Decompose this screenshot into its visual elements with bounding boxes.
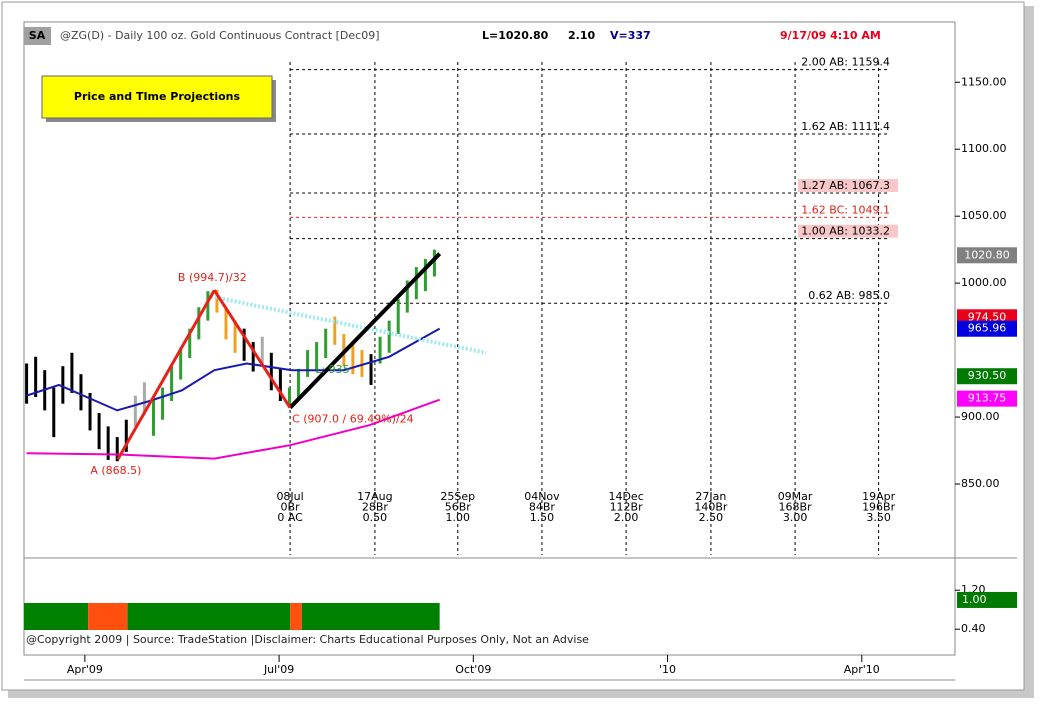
time-projection-label: 196Br: [862, 501, 896, 514]
price-projection-label: 0.62 AB: 985.0: [808, 289, 890, 302]
chart-title: @ZG(D) - Daily 100 oz. Gold Continuous C…: [60, 29, 380, 42]
projection-highlight: [798, 179, 898, 193]
symbol: SA: [29, 29, 46, 42]
indicator-tag-label: 1.00: [962, 593, 987, 606]
indicator-segment: [88, 603, 128, 630]
time-projection-label: 27Jan: [695, 490, 726, 503]
time-projection-label: 09Mar: [778, 490, 813, 503]
price-projection-label: 1.62 BC: 1049.1: [801, 203, 890, 216]
pattern-label: A (868.5): [90, 464, 141, 477]
y-tick-label: 850.00: [961, 477, 1000, 490]
channel-line: [210, 294, 487, 355]
indicator-segment: [290, 603, 302, 630]
time-projection-label: 3.50: [866, 511, 891, 524]
change: 2.10: [568, 29, 595, 42]
y-tick-label: 1100.00: [961, 142, 1007, 155]
trend-line: [288, 252, 442, 410]
time-projection-label: 08Jul: [276, 490, 303, 503]
moving-average: [26, 398, 440, 460]
y-tick-label: 1000.00: [961, 276, 1007, 289]
time-projection-label: 0Br: [281, 501, 301, 514]
y-tick-label: 1150.00: [961, 75, 1007, 88]
symbol-box: [24, 27, 51, 45]
plot-frame: [23, 21, 956, 656]
time-projection-label: 168Br: [779, 501, 813, 514]
price-tag: [957, 368, 1017, 385]
indicator-segment: [127, 603, 291, 630]
x-tick-label: Apr'09: [67, 663, 103, 676]
annotation-box: [41, 75, 273, 119]
price-tag: [957, 390, 1017, 407]
price-tag-label: 913.75: [968, 392, 1007, 405]
price-tag-label: 974.50: [968, 310, 1007, 323]
time-projection-label: 56Br: [445, 501, 472, 514]
time-projection-label: 2.50: [699, 511, 724, 524]
time-projection-label: 3.00: [783, 511, 808, 524]
x-tick-label: Oct'09: [455, 663, 491, 676]
time-projection-label: 1.00: [446, 511, 471, 524]
time-projection-label: 25Sep: [440, 490, 475, 503]
price-tag: [957, 247, 1017, 264]
y-tick-label: 1050.00: [961, 209, 1007, 222]
volume: V=337: [610, 29, 651, 42]
low-marker-label: L: 935: [315, 363, 349, 376]
indicator-tag: [957, 591, 1017, 608]
pattern-label: C (907.0 / 69.49%)/24: [292, 413, 414, 426]
price-tag: [957, 320, 1017, 337]
shadow: [1024, 6, 1034, 696]
price-projection-label: 2.00 AB: 1159.4: [801, 56, 890, 69]
time-projection-label: 19Apr: [862, 490, 896, 503]
time-projection-label: 1.50: [530, 511, 555, 524]
x-tick-label: '10: [659, 663, 676, 676]
time-projection-label: 112Br: [610, 501, 644, 514]
time-projection-label: 2.00: [614, 511, 639, 524]
pattern-leg: [116, 289, 216, 460]
price-tag-label: 1020.80: [964, 248, 1010, 261]
projection-highlight: [798, 224, 898, 238]
timestamp: 9/17/09 4:10 AM: [780, 29, 881, 42]
pattern-label: B (994.7)/32: [178, 271, 247, 284]
indicator-segment: [301, 603, 440, 630]
time-projection-label: 0 AC: [277, 511, 303, 524]
moving-average: [26, 327, 441, 412]
x-tick-label: Apr'10: [844, 663, 880, 676]
pattern-leg: [213, 289, 292, 409]
price-projection-label: 1.00 AB: 1033.2: [801, 225, 890, 238]
price-tag-label: 965.96: [968, 322, 1007, 335]
indicator-tick-label: 0.40: [961, 622, 986, 635]
price-projection-label: 1.62 AB: 1111.4: [801, 120, 890, 133]
time-projection-label: 28Br: [362, 501, 389, 514]
time-projection-label: 140Br: [694, 501, 728, 514]
time-projection-label: 17Aug: [357, 490, 392, 503]
footer: @Copyright 2009 | Source: TradeStation |…: [26, 633, 589, 646]
time-projection-label: 84Br: [529, 501, 556, 514]
shadow: [8, 690, 1034, 698]
indicator-segment: [24, 603, 89, 630]
time-projection-label: 0.50: [363, 511, 388, 524]
y-tick-label: 900.00: [961, 410, 1000, 423]
price-tag-label: 930.50: [968, 369, 1007, 382]
annotation-text: Price and TIme Projections: [74, 90, 241, 103]
time-projection-label: 14Dec: [608, 490, 643, 503]
last-price: L=1020.80: [482, 29, 549, 42]
time-projection-label: 04Nov: [524, 490, 560, 503]
x-tick-label: Jul'09: [263, 663, 294, 676]
price-projection-label: 1.27 AB: 1067.3: [801, 179, 890, 192]
